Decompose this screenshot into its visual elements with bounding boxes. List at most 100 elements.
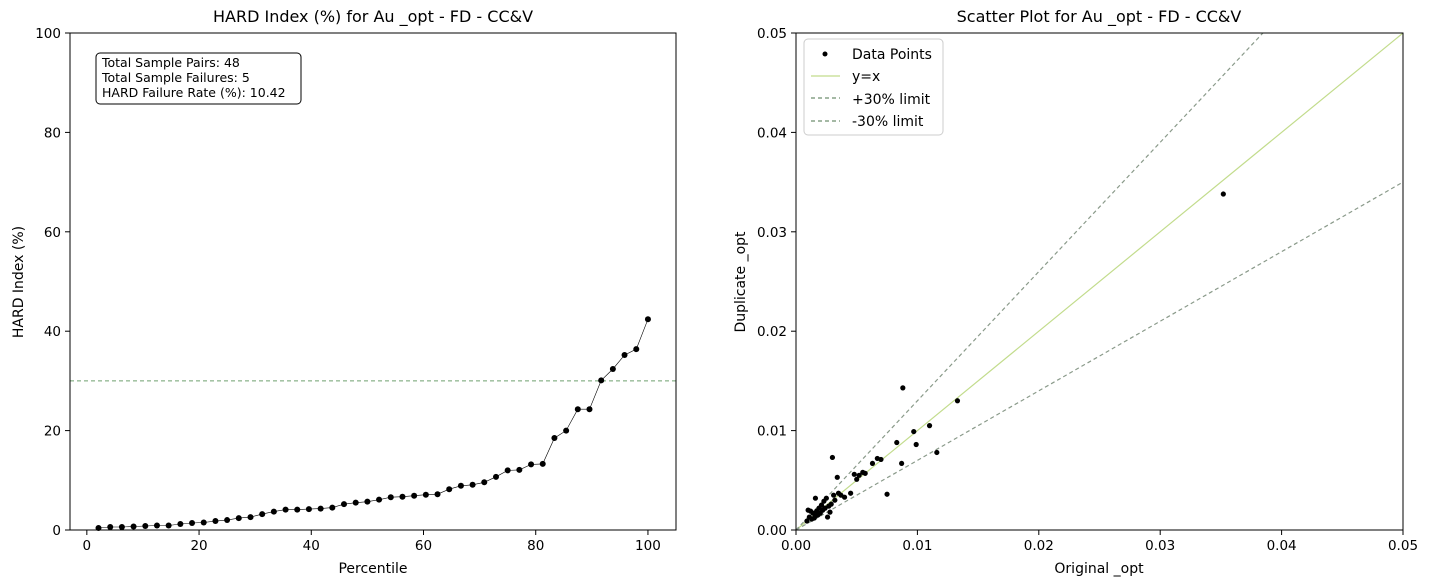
legend-label-plus30: +30% limit (852, 92, 931, 108)
hard-index-point (364, 498, 371, 505)
scatter-point (834, 474, 840, 480)
hard-index-point (481, 479, 488, 486)
scatter-point (894, 439, 900, 446)
scatter-point (821, 498, 827, 504)
scatter-point (926, 423, 933, 429)
hard-index-point (305, 506, 312, 513)
legend-label-data-points: Data Points (852, 47, 932, 63)
left-x-tick-label: 80 (527, 538, 544, 554)
scatter-point (832, 497, 838, 503)
right-y-axis-label: Duplicate _opt (733, 231, 749, 333)
hard-index-point (118, 524, 125, 531)
hard-index-point (598, 377, 605, 384)
stats-total-failures: Total Sample Failures: 5 (101, 70, 250, 85)
hard-index-point (609, 365, 616, 372)
legend-marker-data-points (822, 51, 828, 57)
minus30-limit-line (796, 181, 1403, 530)
hard-index-point (563, 427, 570, 434)
scatter-point (862, 470, 868, 476)
legend-label-identity-line: y=x (852, 69, 880, 85)
identity-line (796, 33, 1403, 530)
right-plot-area (796, 33, 1403, 530)
hard-index-line (98, 319, 649, 529)
right-x-tick-label: 0.04 (1267, 538, 1297, 554)
hard-index-point (469, 481, 476, 488)
hard-index-point (329, 504, 336, 511)
scatter-point (851, 471, 857, 477)
right-y-tick-label: 0.03 (757, 225, 787, 241)
left-chart-title: HARD Index (%) for Au _opt - FD - CC&V (213, 7, 533, 27)
hard-index-point (107, 524, 114, 531)
scatter-chart: Scatter Plot for Au _opt - FD - CC&V Dat… (733, 7, 1418, 577)
right-x-tick-label: 0.05 (1388, 538, 1418, 554)
hard-index-point (411, 492, 418, 499)
hard-index-point (247, 514, 254, 521)
hard-index-point (644, 316, 651, 323)
scatter-point (824, 514, 831, 520)
hard-index-point (352, 499, 359, 506)
hard-index-point (387, 494, 394, 501)
hard-index-point (528, 461, 535, 468)
legend: Data Points y=x +30% limit -30% limit (803, 38, 944, 136)
hard-index-chart: HARD Index (%) for Au _opt - FD - CC&V T… (11, 7, 677, 577)
scatter-point (854, 476, 860, 482)
hard-index-point (492, 473, 499, 480)
hard-index-point (235, 515, 242, 522)
stats-failure-rate: HARD Failure Rate (%): 10.42 (102, 85, 286, 100)
scatter-point (812, 495, 819, 501)
right-plot-frame (795, 32, 1404, 531)
left-plot-frame (69, 32, 677, 531)
scatter-point (934, 449, 940, 456)
hard-index-point (212, 518, 219, 525)
hard-index-point (282, 506, 289, 513)
hard-index-point (574, 406, 581, 413)
left-x-tick-label: 60 (415, 538, 432, 554)
hard-index-point (586, 406, 593, 413)
right-y-tick-label: 0.02 (757, 324, 787, 340)
scatter-point (856, 472, 862, 478)
hard-index-point (224, 517, 231, 524)
left-plot-area (70, 316, 676, 532)
hard-index-point (504, 467, 511, 474)
hard-index-point (270, 508, 277, 515)
stats-total-pairs: Total Sample Pairs: 48 (101, 55, 240, 70)
hard-index-point (130, 523, 137, 530)
right-y-tick-label: 0.00 (757, 523, 787, 539)
hard-index-point (516, 466, 523, 473)
hard-index-point (153, 522, 160, 529)
right-y-tick-label: 0.04 (757, 125, 787, 141)
right-x-tick-label: 0.01 (902, 538, 932, 554)
left-x-tick-label: 40 (303, 538, 320, 554)
scatter-point (911, 428, 917, 435)
scatter-point (874, 455, 880, 462)
scatter-point (913, 441, 919, 448)
scatter-point (831, 492, 837, 498)
hard-index-point (457, 482, 464, 489)
left-x-tick-label: 0 (83, 538, 92, 554)
hard-index-point (422, 491, 429, 498)
scatter-point (806, 514, 812, 520)
right-x-tick-label: 0.02 (1024, 538, 1054, 554)
stats-box-border (95, 52, 302, 105)
scatter-point (848, 490, 854, 496)
legend-label-minus30: -30% limit (852, 114, 924, 130)
hard-index-point (340, 501, 347, 508)
scatter-point (822, 505, 828, 511)
left-x-tick-label: 20 (190, 538, 207, 554)
scatter-point (954, 398, 961, 404)
right-y-tick-label: 0.01 (757, 424, 787, 440)
hard-index-point (539, 460, 546, 467)
legend-box (803, 38, 944, 136)
hard-index-point (551, 435, 558, 442)
hard-index-point (399, 493, 406, 500)
plus30-limit-line (796, 33, 1264, 530)
right-x-tick-label: 0.00 (781, 538, 811, 554)
right-x-axis-label: Original _opt (1054, 561, 1144, 577)
hard-index-point (142, 523, 149, 530)
hard-index-point (621, 352, 628, 359)
hard-index-point (259, 511, 266, 518)
scatter-point (900, 385, 906, 391)
left-y-tick-label: 60 (44, 225, 61, 241)
hard-index-point (376, 496, 383, 503)
